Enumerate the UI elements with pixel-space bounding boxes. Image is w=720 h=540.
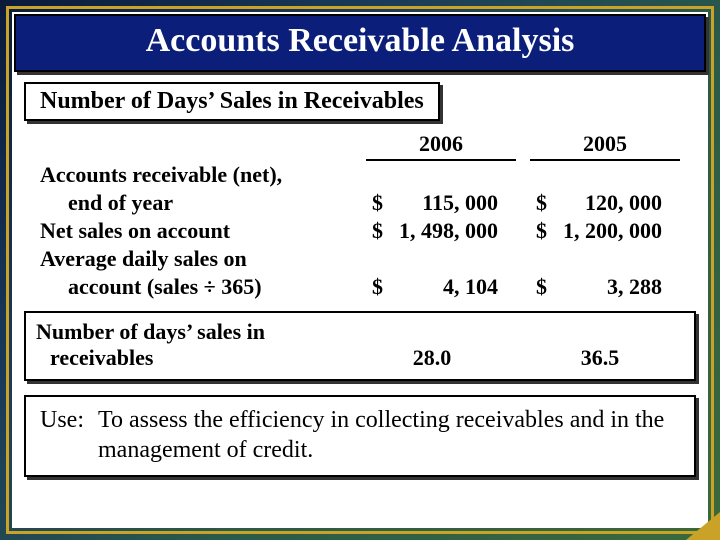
avg-row-2: account (sales ÷ 365) $4, 104 $3, 288 — [40, 273, 680, 301]
netsales-y2-num: 1, 200, 000 — [554, 218, 662, 244]
ar-y1-sym: $ — [372, 190, 390, 216]
subtitle-box: Number of Days’ Sales in Receivables — [24, 82, 440, 121]
avg-y2-num: 3, 288 — [554, 274, 662, 300]
ar-row-2: end of year $115, 000 $120, 000 — [40, 189, 680, 217]
netsales-y2-sym: $ — [536, 218, 554, 244]
ar-label-line1: Accounts receivable (net), — [40, 160, 680, 189]
year-2006: 2006 — [366, 131, 516, 160]
ratio-label-line2: receivables — [36, 345, 153, 371]
ar-label-line2: end of year — [40, 190, 173, 216]
avg-label-line2: account (sales ÷ 365) — [40, 274, 262, 300]
ar-y2-num: 120, 000 — [554, 190, 662, 216]
ratio-box: Number of days’ sales in receivables 28.… — [24, 311, 696, 381]
subtitle-text: Number of Days’ Sales in Receivables — [40, 88, 424, 114]
title-bar: Accounts Receivable Analysis — [14, 14, 706, 72]
avg-y2-sym: $ — [536, 274, 554, 300]
ar-y2-sym: $ — [536, 190, 554, 216]
avg-y1-sym: $ — [372, 274, 390, 300]
use-text: To assess the efficiency in collecting r… — [98, 405, 680, 465]
ar-row-1: Accounts receivable (net), — [40, 160, 680, 189]
netsales-label: Net sales on account — [40, 217, 366, 245]
corner-fold-icon — [686, 512, 720, 540]
year-2005: 2005 — [530, 131, 680, 160]
data-table: 2006 2005 Accounts receivable (net), end… — [40, 131, 680, 301]
avg-y1-num: 4, 104 — [390, 274, 498, 300]
use-box: Use: To assess the efficiency in collect… — [24, 395, 696, 477]
slide-title: Accounts Receivable Analysis — [16, 16, 704, 70]
ratio-label-line1: Number of days’ sales in — [36, 319, 348, 345]
netsales-row: Net sales on account $1, 498, 000 $1, 20… — [40, 217, 680, 245]
netsales-y1-num: 1, 498, 000 — [390, 218, 498, 244]
use-tag: Use: — [40, 405, 98, 465]
slide-content: Accounts Receivable Analysis Number of D… — [12, 12, 708, 528]
ratio-2005: 36.5 — [516, 345, 684, 371]
year-header-row: 2006 2005 — [40, 131, 680, 160]
netsales-y1-sym: $ — [372, 218, 390, 244]
avg-label-line1: Average daily sales on — [40, 245, 680, 273]
avg-row-1: Average daily sales on — [40, 245, 680, 273]
ar-y1-num: 115, 000 — [390, 190, 498, 216]
ratio-2006: 28.0 — [348, 345, 516, 371]
